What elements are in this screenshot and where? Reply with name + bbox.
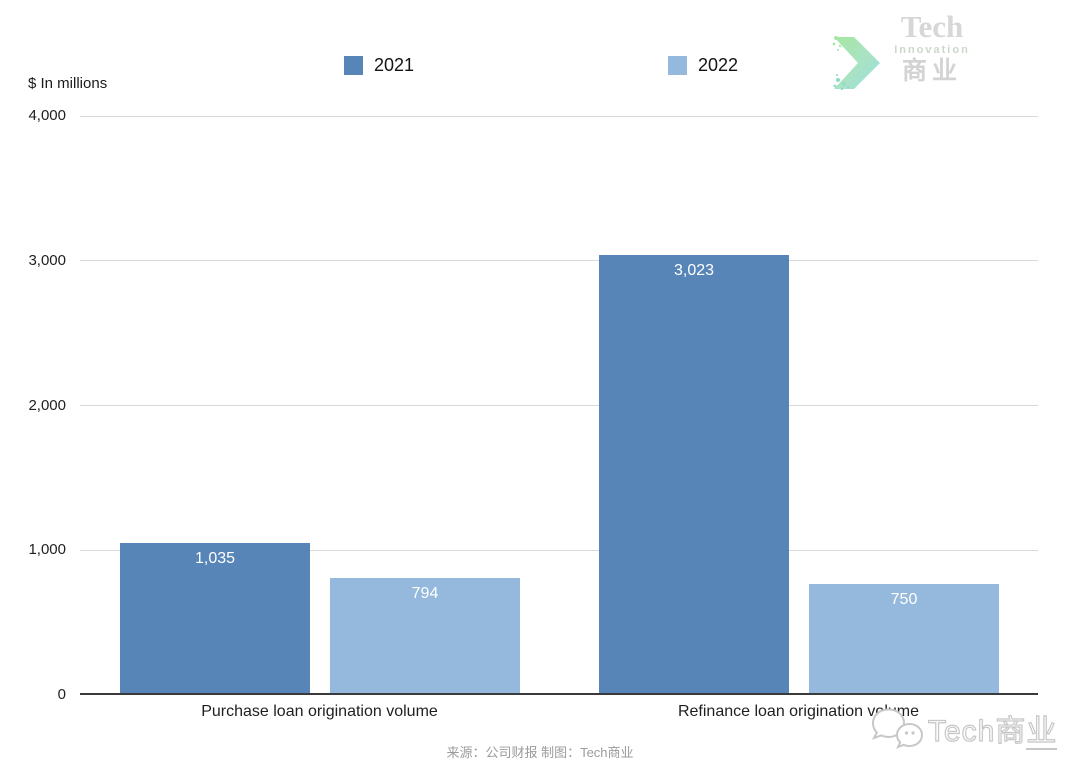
watermark-label-tail: 业 [1026, 714, 1058, 750]
legend-swatch [344, 56, 363, 75]
chevron-arrow-icon [832, 36, 880, 91]
source-caption: 来源：公司财报 制图：Tech商业 [446, 745, 634, 760]
brand-logo-text: Tech Innovation 商业 [876, 9, 988, 86]
category-label: Purchase loan origination volume [201, 703, 438, 720]
logo-tech-label: Tech [900, 9, 964, 44]
legend-swatch [668, 56, 687, 75]
category-label: Refinance loan origination volume [677, 703, 920, 720]
bar-value-label: 794 [411, 585, 439, 603]
gridline [80, 549, 1038, 551]
bar-value-label: 3,023 [673, 262, 715, 280]
y-axis-units-label: $ In millions [28, 75, 108, 92]
y-tick-label: 4,000 [28, 107, 66, 124]
watermark: Tech商业 [868, 698, 1078, 754]
logo-innovation-label: Innovation [894, 44, 970, 56]
brand-logo: Tech Innovation 商业 [828, 10, 988, 102]
bar-2021-purchase: 1,035 [120, 543, 310, 693]
legend-item-2021: 2021 [344, 55, 414, 76]
y-axis: 0 1,000 2,000 3,000 4,000 [0, 107, 66, 703]
legend-label: 2022 [698, 55, 739, 75]
gridline [80, 115, 1038, 117]
chat-bubbles-icon [871, 708, 924, 749]
logo-cn-label: 商业 [901, 57, 962, 85]
legend-item-2022: 2022 [668, 55, 738, 76]
gridline [80, 405, 1038, 406]
y-tick-label: 3,000 [28, 251, 66, 269]
bar-value-label: 750 [890, 591, 918, 609]
bar-2021-refinance: 3,023 [599, 255, 789, 693]
plot-area: 1,035 794 3,023 750 [80, 115, 1038, 695]
bar-2022-refinance: 750 [809, 584, 999, 693]
watermark-label: Tech商业 [927, 706, 1058, 750]
y-tick-label: 1,000 [28, 541, 66, 559]
legend-label: 2021 [374, 55, 415, 75]
bar-value-label: 1,035 [194, 550, 236, 568]
watermark-label-main: Tech商 [927, 714, 1027, 748]
bar-2022-purchase: 794 [330, 578, 520, 693]
y-tick-label: 0 [57, 686, 66, 703]
y-tick-label: 2,000 [28, 396, 66, 414]
gridline [80, 260, 1038, 262]
